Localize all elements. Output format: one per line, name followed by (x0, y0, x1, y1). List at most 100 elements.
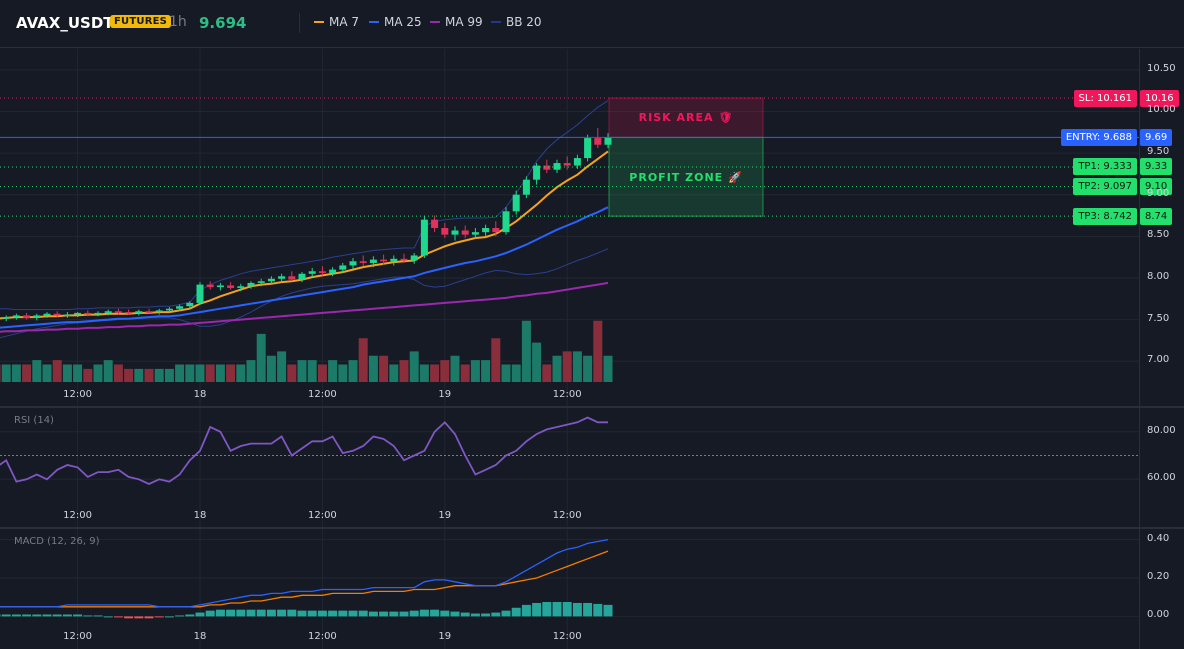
macd-histogram-bar (103, 616, 113, 618)
futures-badge: FUTURES (110, 15, 172, 28)
volume-bar (164, 368, 174, 382)
macd-axis-label: 0.20 (1147, 571, 1170, 582)
tp1-level-tag[interactable]: TP1: 9.333 (1073, 158, 1137, 176)
macd-histogram-bar (430, 609, 440, 617)
macd-histogram-bar (328, 610, 338, 617)
ma25-line (0, 206, 609, 329)
macd-histogram-bar (481, 613, 491, 617)
interval-selector[interactable]: 1h (169, 14, 187, 30)
rsi-line (0, 416, 608, 485)
candle-body (43, 313, 51, 316)
macd-histogram-bar (62, 614, 72, 617)
candle-body (420, 219, 428, 256)
macd-histogram-bar (226, 609, 236, 617)
candle-body (176, 306, 184, 309)
volume-bar (0, 364, 1, 382)
volume-bar (440, 360, 450, 382)
volume-bar (317, 364, 327, 382)
macd-histogram-bar (134, 616, 144, 619)
candle-body (104, 311, 112, 313)
macd-histogram-bar (440, 610, 450, 617)
profit-zone-label: PROFIT ZONE 🚀 (629, 170, 743, 184)
volume-bar (379, 355, 389, 382)
candle-body (563, 163, 571, 166)
time-axis-label: 12:00 (307, 510, 337, 521)
volume-bars (0, 320, 613, 382)
legend-bb20[interactable]: BB 20 (491, 15, 542, 29)
macd-histogram-bar (532, 602, 542, 617)
candle-body (471, 232, 479, 235)
volume-bar (195, 364, 205, 382)
macd-histogram-bar (113, 616, 123, 618)
volume-bar (103, 360, 113, 382)
macd-axis-label: 0.40 (1147, 532, 1170, 544)
candle-body (318, 271, 326, 273)
legend-ma7[interactable]: MA 7 (314, 15, 359, 29)
volume-bar (73, 364, 83, 382)
candle-body (186, 302, 194, 307)
volume-bar (470, 360, 480, 382)
tp2-level-tag[interactable]: TP2: 9.097 (1073, 178, 1137, 196)
price-axis-label: 10.50 (1147, 62, 1176, 74)
macd-histogram-bar (297, 610, 307, 617)
volume-bar (542, 364, 552, 382)
time-axis-label: 19 (438, 631, 452, 642)
trade-zones (608, 97, 764, 217)
sl-level-tag[interactable]: SL: 10.161 (1073, 89, 1137, 107)
volume-bar (338, 364, 348, 382)
legend-bb20-label: BB 20 (506, 15, 542, 29)
candle-body (74, 312, 82, 315)
entry-level-tag[interactable]: ENTRY: 9.688 (1060, 128, 1137, 146)
macd-histogram-bar (11, 614, 21, 617)
sl-price-tag: 10.16 (1140, 89, 1179, 107)
volume-bar (532, 342, 542, 382)
volume-bar (175, 364, 185, 382)
tp1-price-tag: 9.33 (1140, 158, 1173, 176)
candle-body (298, 273, 306, 280)
tp2-price-tag: 9.10 (1140, 178, 1173, 196)
legend-ma25-label: MA 25 (384, 15, 422, 29)
macd-histogram-bar (379, 611, 389, 617)
volume-bar (83, 368, 93, 382)
candle-body (237, 286, 245, 288)
candle-body (380, 259, 388, 262)
macd-histogram-bar (83, 615, 93, 617)
candle-body (400, 258, 408, 261)
candle-body (543, 165, 551, 170)
macd-signal-line (0, 550, 609, 608)
macd-histogram-bar (1, 614, 11, 617)
macd-histogram-bar (419, 609, 429, 617)
rsi-axis-label: 80.00 (1147, 424, 1176, 436)
candle-body (53, 313, 61, 316)
volume-bar (113, 364, 123, 382)
macd-histogram-bar (144, 616, 154, 619)
legend-ma99[interactable]: MA 99 (430, 15, 483, 29)
volume-bar (246, 360, 256, 382)
macd-line (0, 538, 609, 608)
volume-bar (368, 355, 378, 382)
volume-bar (328, 360, 338, 382)
time-axis-label: 12:00 (552, 631, 582, 642)
volume-bar (460, 364, 470, 382)
ma99-line (0, 281, 609, 333)
symbol-name[interactable]: AVAX_USDT (16, 14, 114, 32)
legend-ma25[interactable]: MA 25 (369, 15, 422, 29)
macd-histogram-bar (73, 614, 83, 617)
volume-bar (593, 320, 603, 382)
volume-bar (11, 364, 21, 382)
volume-bar (297, 360, 307, 382)
candle-body (482, 227, 490, 233)
tp3-price-tag: 8.74 (1140, 207, 1173, 225)
macd-histogram-bar (521, 604, 531, 617)
macd-histogram-bar (572, 602, 582, 617)
tp3-level-tag[interactable]: TP3: 8.742 (1073, 207, 1137, 225)
volume-bar (307, 360, 317, 382)
volume-bar (419, 364, 429, 382)
macd-histogram-bar (511, 607, 521, 617)
candle-body (512, 194, 520, 212)
volume-bar (144, 368, 154, 382)
candle-body (155, 310, 163, 313)
candle-body (492, 227, 500, 233)
volume-bar (572, 351, 582, 382)
